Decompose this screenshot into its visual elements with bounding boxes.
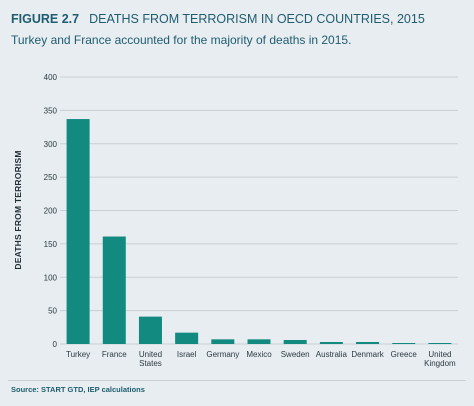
x-tick-label: Israel (177, 350, 197, 359)
x-tick-label: Australia (316, 350, 348, 359)
bar-israel (175, 332, 199, 344)
y-tick-label: 300 (44, 140, 58, 149)
bar-denmark (356, 341, 380, 344)
bar-greece (392, 343, 416, 344)
y-tick-label: 50 (48, 307, 57, 316)
bar-turkey (66, 119, 90, 345)
x-tick-label: United Kingdom (424, 350, 456, 368)
bar-united-states (138, 316, 162, 344)
x-tick-label: France (102, 350, 127, 359)
bar-mexico (247, 339, 271, 344)
figure-title-line: FIGURE 2.7 DEATHS FROM TERRORISM IN OECD … (11, 12, 464, 27)
bar-australia (319, 341, 343, 344)
x-tick-label: Mexico (246, 350, 272, 359)
bar-germany (211, 339, 235, 344)
bar-united-kingdom (428, 343, 452, 344)
chart-title: DEATHS FROM TERRORISM IN OECD COUNTRIES,… (89, 12, 425, 26)
chart-subtitle: Turkey and France accounted for the majo… (11, 33, 352, 47)
source-note: Source: START GTD, IEP calculations (11, 385, 145, 394)
y-tick-label: 150 (44, 240, 58, 249)
x-tick-label: Germany (206, 350, 239, 359)
x-tick-label: United States (139, 350, 162, 368)
y-tick-label: 400 (44, 73, 58, 82)
x-tick-label: Sweden (281, 350, 310, 359)
y-tick-label: 250 (44, 173, 58, 182)
figure-header: FIGURE 2.7 DEATHS FROM TERRORISM IN OECD … (11, 12, 464, 47)
y-tick-label: 100 (44, 273, 58, 282)
bar-sweden (283, 339, 307, 344)
figure-label: FIGURE 2.7 (11, 12, 80, 26)
y-tick-label: 0 (53, 340, 58, 349)
footer-divider (8, 380, 466, 381)
x-tick-label: Greece (391, 350, 418, 359)
x-tick-label: Denmark (351, 350, 384, 359)
y-tick-label: 200 (44, 207, 58, 216)
bar-france (102, 236, 126, 344)
y-tick-label: 350 (44, 106, 58, 115)
x-tick-label: Turkey (66, 350, 90, 359)
